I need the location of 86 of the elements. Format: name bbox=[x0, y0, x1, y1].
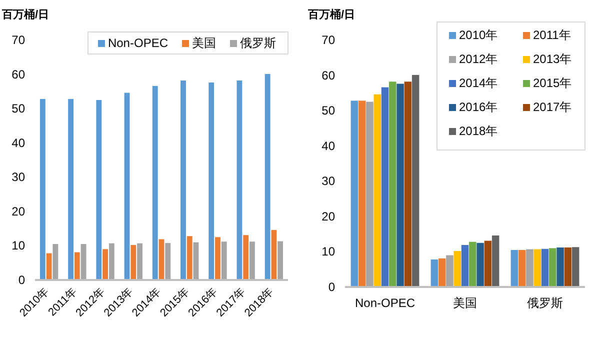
bar bbox=[374, 94, 381, 287]
bar bbox=[215, 237, 220, 280]
bar bbox=[249, 242, 255, 280]
bar bbox=[534, 249, 541, 287]
y-tick-label: 60 bbox=[12, 67, 26, 82]
x-tick-label: 俄罗斯 bbox=[527, 296, 563, 310]
bar bbox=[469, 242, 476, 287]
x-tick-label: 美国 bbox=[453, 296, 477, 310]
bar bbox=[446, 255, 454, 287]
bar bbox=[430, 259, 438, 287]
bar bbox=[484, 240, 492, 287]
y-axis-title: 百万桶/日 bbox=[307, 8, 356, 21]
bar bbox=[80, 244, 86, 280]
bar bbox=[52, 244, 58, 280]
legend-label: 2012年 bbox=[459, 52, 498, 66]
bar bbox=[278, 241, 284, 280]
legend-label: 2011年 bbox=[533, 28, 571, 42]
y-tick-label: 40 bbox=[12, 136, 26, 150]
bar bbox=[572, 247, 580, 287]
bar bbox=[236, 80, 242, 280]
bar bbox=[454, 251, 461, 287]
bar bbox=[264, 74, 270, 280]
bar bbox=[518, 250, 526, 287]
bar bbox=[208, 82, 214, 280]
bar bbox=[350, 100, 358, 287]
y-tick-label: 40 bbox=[322, 138, 336, 153]
bar bbox=[130, 245, 136, 280]
y-axis-title: 百万桶/日 bbox=[1, 8, 50, 21]
y-tick-label: 50 bbox=[322, 104, 336, 118]
bar bbox=[366, 102, 374, 287]
bar bbox=[461, 245, 469, 287]
bar bbox=[243, 235, 249, 280]
bar bbox=[186, 236, 192, 280]
bar bbox=[68, 98, 74, 280]
y-tick-label: 0 bbox=[18, 273, 26, 287]
bar bbox=[358, 100, 366, 287]
legend-label: 2015年 bbox=[533, 76, 572, 90]
y-tick-label: 30 bbox=[322, 174, 336, 188]
bar bbox=[404, 82, 412, 287]
bar bbox=[541, 248, 549, 287]
legend-label: Non-OPEC bbox=[108, 36, 168, 50]
bar bbox=[46, 253, 52, 280]
bar bbox=[102, 249, 108, 280]
bar bbox=[180, 80, 186, 280]
bar bbox=[165, 242, 171, 280]
bar bbox=[137, 243, 142, 280]
bar bbox=[438, 258, 446, 287]
bar bbox=[492, 235, 500, 287]
bar bbox=[381, 87, 389, 287]
bar bbox=[74, 252, 80, 280]
legend-label: 2010年 bbox=[459, 28, 498, 42]
bar bbox=[510, 250, 518, 287]
bar bbox=[412, 74, 420, 287]
bar bbox=[396, 84, 404, 287]
bar bbox=[124, 92, 130, 280]
bar bbox=[152, 86, 158, 280]
y-tick-label: 10 bbox=[12, 238, 26, 253]
y-tick-label: 60 bbox=[322, 68, 336, 82]
y-tick-label: 30 bbox=[12, 170, 26, 184]
legend-label: 2013年 bbox=[533, 52, 572, 66]
bar bbox=[556, 247, 564, 287]
bar bbox=[271, 230, 277, 280]
y-tick-label: 50 bbox=[12, 102, 26, 116]
bar bbox=[96, 100, 102, 280]
bar bbox=[40, 98, 46, 280]
bar bbox=[564, 247, 572, 287]
bar bbox=[476, 242, 484, 287]
y-tick-label: 20 bbox=[12, 204, 26, 218]
y-tick-label: 20 bbox=[322, 209, 336, 224]
bar bbox=[526, 249, 534, 287]
legend-label: 2018年 bbox=[459, 124, 498, 138]
y-tick-label: 70 bbox=[322, 33, 336, 47]
bar bbox=[389, 82, 396, 287]
bar bbox=[158, 239, 164, 280]
y-tick-label: 0 bbox=[328, 280, 336, 294]
legend-label: 美国 bbox=[192, 36, 216, 50]
x-tick-label: Non-OPEC bbox=[354, 296, 416, 310]
y-tick-label: 70 bbox=[12, 33, 26, 47]
legend-label: 2017年 bbox=[533, 100, 572, 114]
legend-label: 2014年 bbox=[459, 76, 498, 90]
bar bbox=[221, 242, 227, 280]
y-tick-label: 10 bbox=[322, 244, 336, 259]
bar bbox=[108, 243, 114, 280]
bar bbox=[549, 248, 556, 287]
legend-label: 2016年 bbox=[459, 100, 498, 114]
legend-label: 俄罗斯 bbox=[240, 36, 276, 50]
